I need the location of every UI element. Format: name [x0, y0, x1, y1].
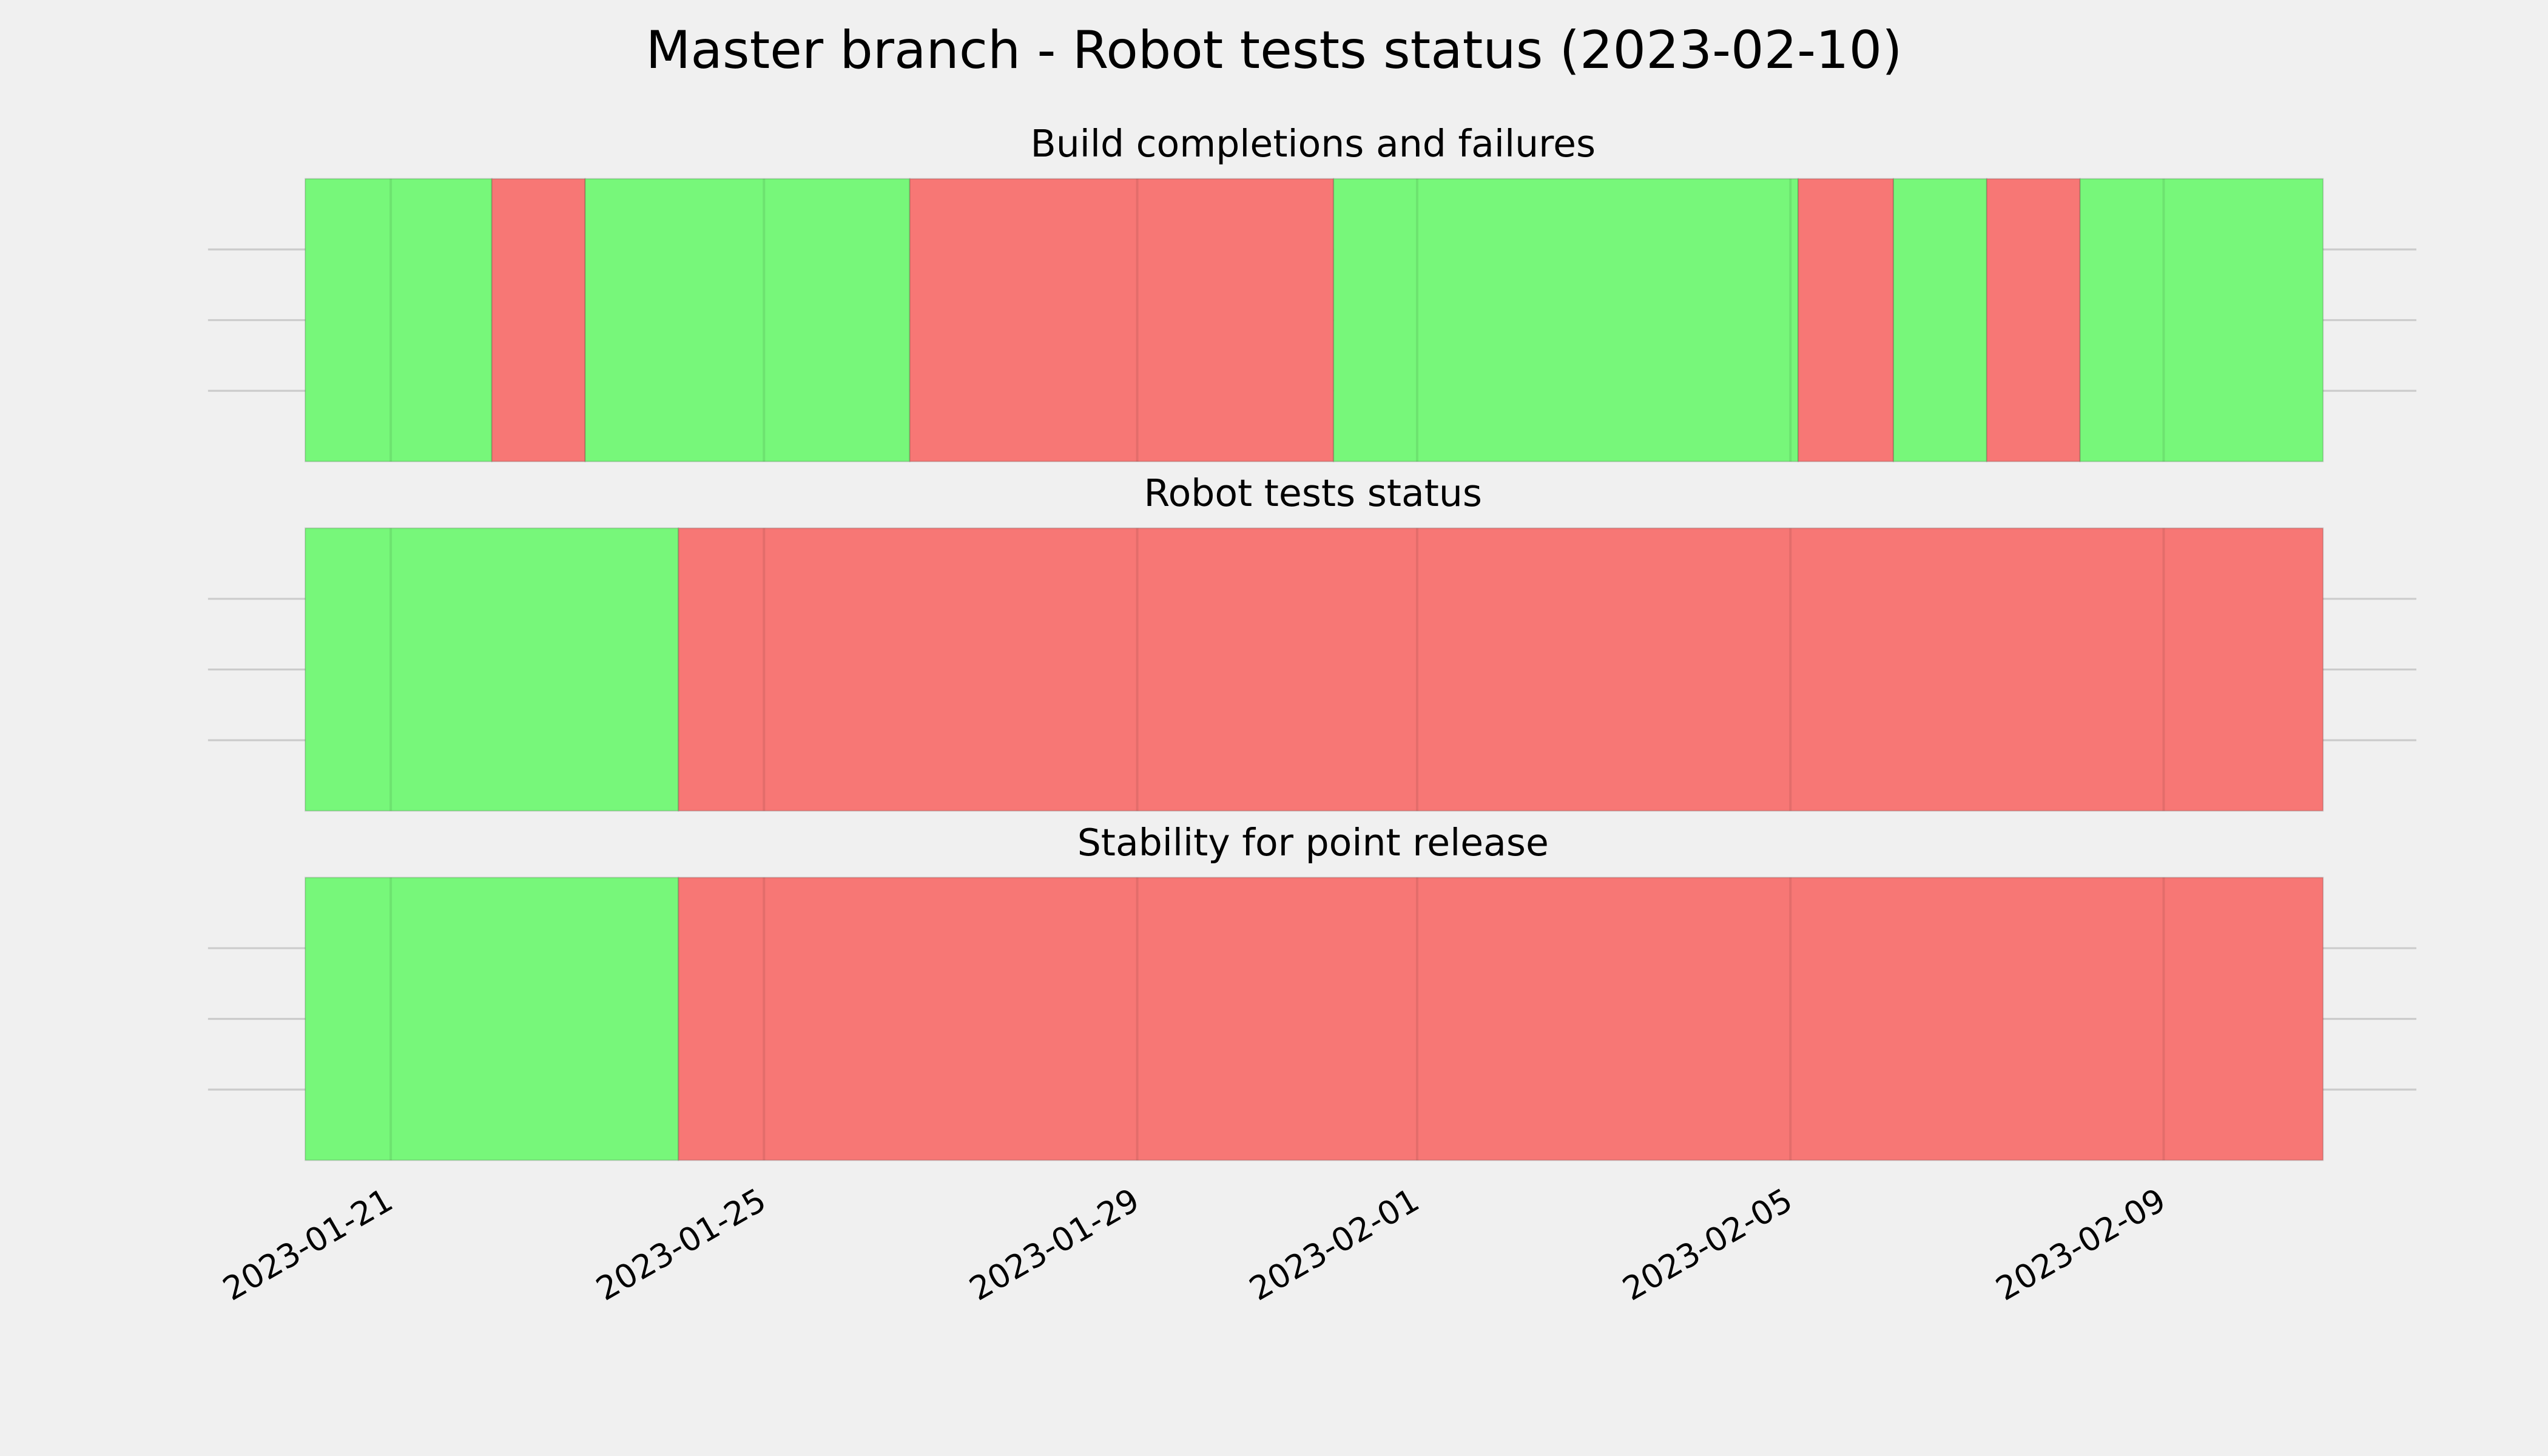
status-span — [1892, 178, 1987, 462]
chart-title: Master branch - Robot tests status (2023… — [645, 20, 1902, 81]
panel-title: Stability for point release — [1077, 821, 1549, 864]
status-span — [305, 178, 493, 462]
status-span — [1986, 178, 2081, 462]
status-span — [2079, 178, 2324, 462]
status-span — [1333, 178, 1799, 462]
status-span — [305, 527, 679, 812]
status-span — [909, 178, 1335, 462]
status-span — [584, 178, 911, 462]
panel-title: Robot tests status — [1144, 471, 1482, 515]
status-span — [305, 877, 679, 1161]
status-span — [1797, 178, 1895, 462]
panel-title: Build completions and failures — [1030, 122, 1596, 166]
status-span — [491, 178, 586, 462]
status-span — [678, 527, 2324, 812]
status-span — [678, 877, 2324, 1161]
